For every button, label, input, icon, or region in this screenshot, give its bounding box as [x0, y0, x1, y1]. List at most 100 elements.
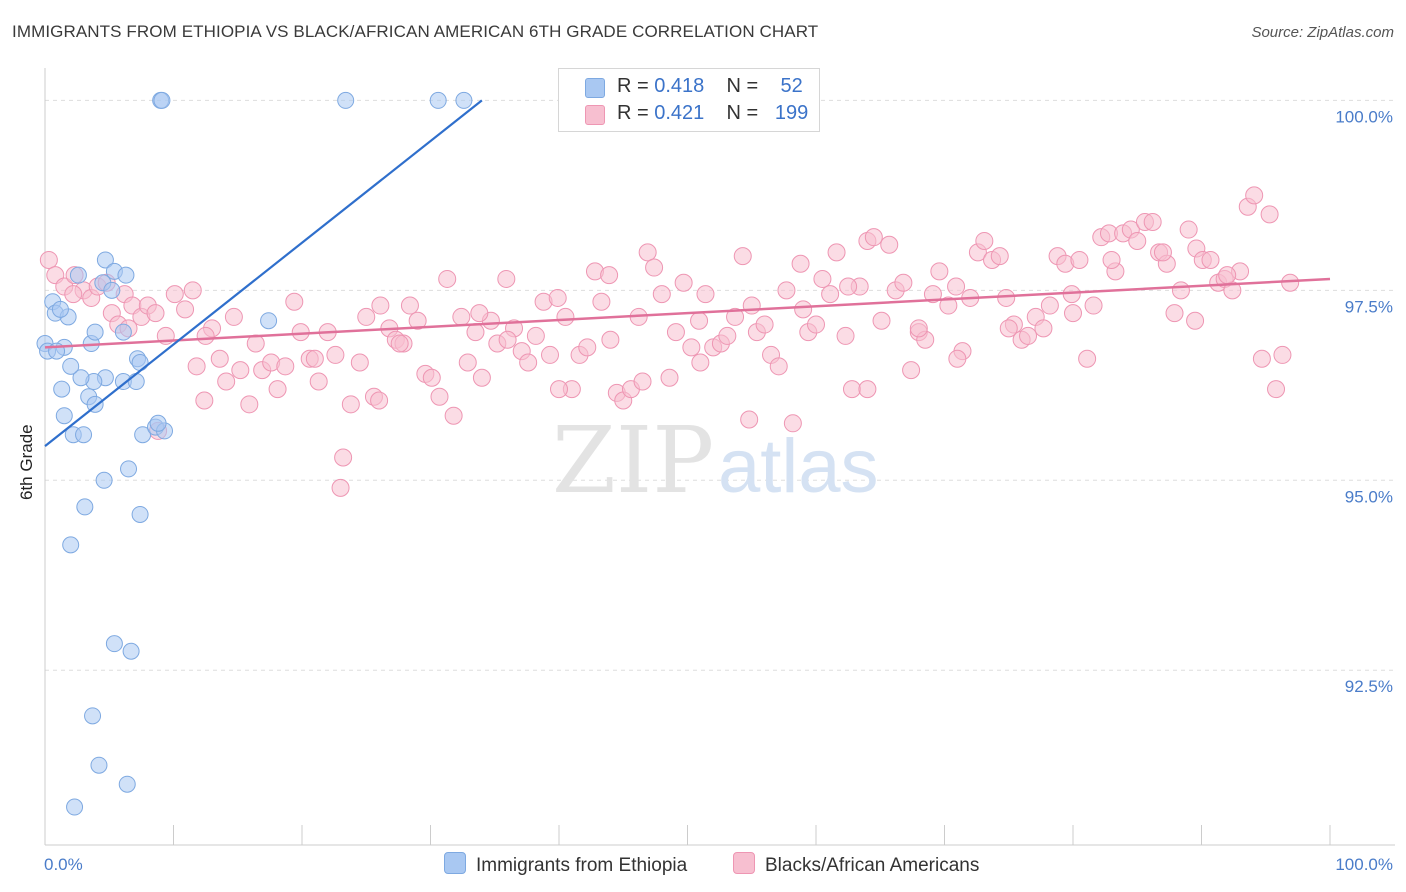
- legend-n-label: N =: [726, 75, 759, 97]
- legend-swatch-blue: [585, 78, 605, 98]
- point-immigrants-from-ethiopia: [62, 357, 80, 375]
- point-blacks-african-americans: [165, 285, 184, 304]
- point-blacks-african-americans: [1019, 326, 1038, 345]
- point-blacks-african-americans: [691, 353, 710, 372]
- point-immigrants-from-ethiopia: [62, 536, 80, 554]
- point-blacks-african-americans: [755, 315, 774, 334]
- point-immigrants-from-ethiopia: [86, 323, 104, 341]
- point-blacks-african-americans: [497, 269, 516, 288]
- bottom-legend-swatch-blue: [444, 852, 466, 874]
- point-blacks-african-americans: [791, 254, 810, 273]
- point-blacks-african-americans: [1218, 266, 1237, 285]
- point-blacks-african-americans: [947, 277, 966, 296]
- point-blacks-african-americans: [682, 338, 701, 357]
- point-blacks-african-americans: [633, 372, 652, 391]
- y-axis-label: 6th Grade: [17, 424, 36, 500]
- point-immigrants-from-ethiopia: [84, 707, 102, 725]
- point-blacks-african-americans: [350, 353, 369, 372]
- y-tick-label: 92.5%: [1345, 677, 1393, 696]
- point-blacks-african-americans: [390, 334, 409, 353]
- point-blacks-african-americans: [146, 304, 165, 323]
- tick-labels: 100.0% 97.5% 95.0% 92.5% 0.0% 100.0%: [44, 107, 1393, 874]
- point-blacks-african-americans: [240, 395, 259, 414]
- point-blacks-african-americans: [519, 353, 538, 372]
- point-blacks-african-americans: [430, 387, 449, 406]
- point-immigrants-from-ethiopia: [134, 426, 152, 444]
- legend: R = 0.418 N = 52 R = 0.421 N = 199: [558, 68, 820, 132]
- point-blacks-african-americans: [371, 296, 390, 315]
- point-blacks-african-americans: [794, 300, 813, 319]
- point-blacks-african-americans: [305, 349, 324, 368]
- point-immigrants-from-ethiopia: [131, 354, 149, 372]
- chart-title: IMMIGRANTS FROM ETHIOPIA VS BLACK/AFRICA…: [12, 22, 819, 41]
- point-blacks-african-americans: [769, 357, 788, 376]
- point-blacks-african-americans: [183, 281, 202, 300]
- point-blacks-african-americans: [975, 231, 994, 250]
- point-blacks-african-americans: [231, 361, 250, 380]
- legend-n-label: N =: [726, 102, 759, 124]
- point-blacks-african-americans: [600, 266, 619, 285]
- point-blacks-african-americans: [733, 247, 752, 266]
- point-blacks-african-americans: [444, 406, 463, 425]
- point-blacks-african-americans: [268, 380, 287, 399]
- point-blacks-african-americans: [827, 243, 846, 262]
- point-blacks-african-americans: [276, 357, 295, 376]
- point-blacks-african-americans: [541, 345, 560, 364]
- point-immigrants-from-ethiopia: [66, 798, 84, 816]
- point-immigrants-from-ethiopia: [69, 266, 87, 284]
- point-blacks-african-americans: [999, 319, 1018, 338]
- point-blacks-african-americans: [864, 228, 883, 247]
- point-blacks-african-americans: [777, 281, 796, 300]
- point-blacks-african-americans: [902, 361, 921, 380]
- bottom-legend-ethiopia: Immigrants from Ethiopia: [444, 852, 687, 877]
- point-immigrants-from-ethiopia: [75, 426, 93, 444]
- point-immigrants-from-ethiopia: [455, 91, 473, 109]
- point-immigrants-from-ethiopia: [127, 373, 145, 391]
- point-blacks-african-americans: [470, 304, 489, 323]
- point-blacks-african-americans: [696, 285, 715, 304]
- point-immigrants-from-ethiopia: [95, 471, 113, 489]
- point-blacks-african-americans: [39, 250, 58, 269]
- point-blacks-african-americans: [578, 338, 597, 357]
- point-blacks-african-americans: [948, 349, 967, 368]
- point-blacks-african-americans: [1260, 205, 1279, 224]
- source-label: Source: ZipAtlas.com: [1251, 24, 1394, 41]
- point-blacks-african-americans: [909, 319, 928, 338]
- point-blacks-african-americans: [1201, 250, 1220, 269]
- point-blacks-african-americans: [331, 478, 350, 497]
- y-tick-label: 100.0%: [1335, 107, 1393, 126]
- point-immigrants-from-ethiopia: [96, 251, 114, 269]
- point-blacks-african-americans: [400, 296, 419, 315]
- point-blacks-african-americans: [309, 372, 328, 391]
- point-blacks-african-americans: [839, 277, 858, 296]
- point-blacks-african-americans: [1143, 212, 1162, 231]
- point-blacks-african-americans: [666, 323, 685, 342]
- point-immigrants-from-ethiopia: [122, 642, 140, 660]
- point-blacks-african-americans: [357, 307, 376, 326]
- point-immigrants-from-ethiopia: [149, 414, 167, 432]
- point-blacks-african-americans: [939, 296, 958, 315]
- point-blacks-african-americans: [660, 368, 679, 387]
- point-blacks-african-americans: [196, 326, 215, 345]
- point-blacks-african-americans: [821, 285, 840, 304]
- point-blacks-african-americans: [592, 292, 611, 311]
- point-blacks-african-americans: [217, 372, 236, 391]
- point-immigrants-from-ethiopia: [51, 300, 69, 318]
- y-tick-label: 97.5%: [1345, 297, 1393, 316]
- point-blacks-african-americans: [742, 296, 761, 315]
- point-blacks-african-americans: [872, 311, 891, 330]
- y-tick-label: 95.0%: [1345, 487, 1393, 506]
- point-blacks-african-americans: [674, 273, 693, 292]
- legend-n-value: 52: [780, 75, 803, 97]
- point-blacks-african-americans: [718, 326, 737, 345]
- watermark-atlas: atlas: [718, 424, 879, 509]
- point-immigrants-from-ethiopia: [105, 635, 123, 653]
- bottom-legend-black: Blacks/African Americans: [733, 852, 979, 877]
- point-blacks-african-americans: [452, 307, 471, 326]
- point-blacks-african-americans: [1252, 349, 1271, 368]
- point-blacks-african-americans: [1034, 319, 1053, 338]
- point-blacks-african-americans: [334, 448, 353, 467]
- point-blacks-african-americans: [601, 330, 620, 349]
- point-blacks-african-americans: [997, 288, 1016, 307]
- point-blacks-african-americans: [1128, 231, 1147, 250]
